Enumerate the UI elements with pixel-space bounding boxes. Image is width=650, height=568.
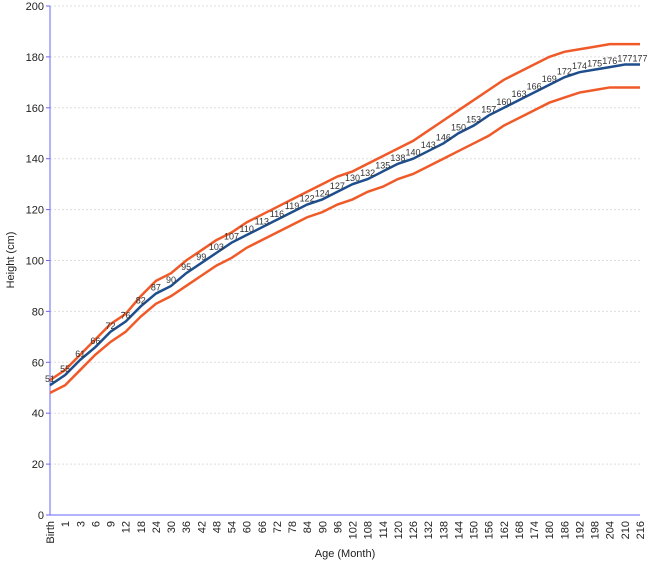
x-tick-label: 42 [196, 521, 208, 533]
data-label: 72 [106, 321, 116, 331]
data-label: 138 [390, 153, 405, 163]
y-axis-title: Height (cm) [5, 232, 17, 289]
x-tick-label: 192 [574, 521, 586, 539]
x-tick-label: 18 [136, 521, 148, 533]
data-label: 99 [196, 252, 206, 262]
data-label: 177 [617, 54, 632, 64]
data-label: 166 [527, 82, 542, 92]
data-label: 113 [255, 216, 269, 226]
data-label: 177 [632, 54, 647, 64]
x-tick-label: 156 [484, 521, 496, 539]
data-label: 119 [285, 201, 299, 211]
x-tick-label: 186 [559, 521, 571, 539]
x-tick-label: 102 [348, 521, 360, 539]
series-line [49, 42, 640, 382]
x-tick-label: 204 [605, 521, 617, 539]
data-label: 140 [406, 148, 421, 158]
x-tick-label: 24 [151, 521, 163, 533]
x-tick-label: 66 [257, 521, 269, 533]
y-tick-label: 0 [38, 510, 44, 522]
x-tick-label: 162 [499, 521, 511, 539]
x-tick-label: 108 [363, 521, 375, 539]
data-label: 163 [511, 89, 526, 99]
x-tick-label: 138 [438, 521, 450, 539]
x-tick-label: 1 [60, 521, 72, 527]
x-tick-label: 198 [590, 521, 602, 539]
data-label: 146 [436, 132, 451, 142]
data-label: 51 [45, 374, 55, 384]
data-label: 66 [90, 336, 100, 346]
data-label: 76 [121, 311, 131, 321]
x-axis-title: Age (Month) [315, 548, 376, 560]
data-label: 153 [466, 115, 481, 125]
data-label: 157 [481, 104, 496, 114]
y-tick-label: 60 [32, 357, 44, 369]
y-tick-label: 120 [26, 205, 44, 217]
data-label: 169 [542, 74, 557, 84]
series-line [49, 63, 640, 387]
x-tick-label: 12 [121, 521, 133, 533]
x-tick-label: 3 [75, 521, 87, 527]
data-label: 110 [239, 224, 253, 234]
y-tick-label: 40 [32, 408, 44, 420]
x-tick-label: 96 [332, 521, 344, 533]
data-label: 90 [166, 275, 176, 285]
data-label: 130 [345, 173, 360, 183]
y-tick-label: 80 [32, 306, 44, 318]
x-tick-label: 114 [378, 521, 390, 539]
x-tick-label: 9 [106, 521, 118, 527]
x-tick-label: 78 [287, 521, 299, 533]
series-line [49, 86, 640, 394]
data-label: 61 [75, 349, 85, 359]
data-label: 174 [572, 61, 587, 71]
x-tick-label: 36 [181, 521, 193, 533]
data-label: 124 [315, 188, 330, 198]
x-tick-label: 60 [242, 521, 254, 533]
x-tick-label: 144 [453, 521, 465, 539]
x-tick-label: 30 [166, 521, 178, 533]
data-label: 150 [451, 122, 466, 132]
x-tick-label: 150 [469, 521, 481, 539]
data-label: 132 [360, 168, 375, 178]
x-tick-label: 84 [302, 521, 314, 533]
data-label: 55 [60, 364, 70, 374]
data-label: 172 [557, 66, 572, 76]
data-label: 176 [602, 56, 617, 66]
x-tick-label: 72 [272, 521, 284, 533]
y-tick-label: 180 [26, 52, 44, 64]
x-tick-label: 126 [408, 521, 420, 539]
x-tick-label: 90 [317, 521, 329, 533]
x-tick-label: 216 [635, 521, 647, 539]
data-label: 160 [496, 97, 511, 107]
y-tick-label: 140 [26, 154, 44, 166]
data-label: 127 [330, 181, 345, 191]
data-label: 135 [375, 160, 390, 170]
data-label: 122 [300, 194, 315, 204]
x-tick-label: 132 [423, 521, 435, 539]
data-label: 82 [136, 295, 146, 305]
y-tick-label: 160 [26, 103, 44, 115]
x-tick-label: 6 [90, 521, 102, 527]
x-tick-label: Birth [45, 521, 57, 544]
x-tick-label: 54 [227, 521, 239, 533]
y-tick-label: 100 [26, 256, 44, 268]
x-tick-label: 180 [544, 521, 556, 539]
data-label: 95 [181, 262, 191, 272]
data-label: 103 [209, 242, 224, 252]
x-tick-label: 210 [620, 521, 632, 539]
x-tick-label: 174 [529, 521, 541, 539]
x-tick-label: 48 [211, 521, 223, 533]
data-label: 87 [151, 283, 161, 293]
y-tick-label: 20 [32, 459, 44, 471]
data-label: 143 [421, 140, 436, 150]
x-tick-label: 120 [393, 521, 405, 539]
data-label: 107 [224, 232, 239, 242]
data-label: 116 [270, 209, 284, 219]
x-tick-label: 168 [514, 521, 526, 539]
data-label: 175 [587, 59, 602, 69]
y-tick-label: 200 [26, 1, 44, 13]
